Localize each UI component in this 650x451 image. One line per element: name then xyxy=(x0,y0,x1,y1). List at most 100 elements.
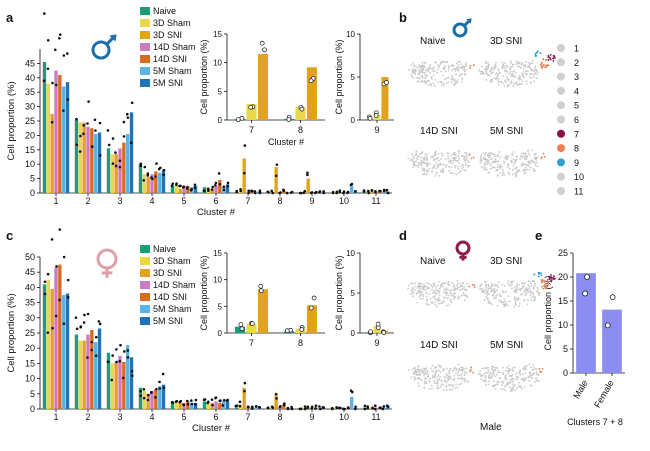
umap-point xyxy=(531,159,534,162)
umap-point xyxy=(435,157,438,160)
umap-point xyxy=(464,164,467,167)
umap-point xyxy=(491,373,493,376)
replicate-dot xyxy=(203,189,206,192)
umap-point xyxy=(450,154,452,157)
umap-point xyxy=(519,369,522,372)
umap-point xyxy=(431,286,434,289)
umap-point xyxy=(454,166,456,169)
replicate-dot xyxy=(373,112,379,118)
umap-point xyxy=(433,85,436,87)
umap-point xyxy=(499,156,502,159)
replicate-dot xyxy=(97,320,101,323)
x-tick-label: Male xyxy=(571,378,589,400)
umap-point xyxy=(456,81,459,84)
x-tick-label: 5 xyxy=(181,196,186,206)
umap-point xyxy=(431,67,433,70)
umap-point xyxy=(514,167,517,170)
y-axis-label: Cell proportion (%) xyxy=(199,255,209,330)
replicate-dot xyxy=(210,188,214,191)
umap-point xyxy=(532,167,535,170)
bar-3d-sni-cluster-4 xyxy=(146,393,150,409)
umap-point xyxy=(457,69,460,72)
umap-point xyxy=(499,371,501,374)
replicate-dot xyxy=(379,189,382,193)
umap-point xyxy=(437,297,440,300)
umap-point xyxy=(488,162,491,165)
umap-point xyxy=(417,166,420,169)
umap-point xyxy=(508,173,511,176)
replicate-dot xyxy=(98,121,102,125)
umap-point xyxy=(420,156,422,159)
x-tick-label: 8 xyxy=(298,338,303,348)
umap-point xyxy=(489,74,491,77)
bar-14d-sham-cluster-2 xyxy=(86,334,90,409)
bar-3d-sham-cluster-6 xyxy=(206,402,211,409)
umap-point xyxy=(482,374,485,377)
umap-point xyxy=(549,57,551,60)
umap-point xyxy=(412,157,415,160)
umap-point xyxy=(524,171,527,174)
replicate-dot xyxy=(374,190,377,194)
umap-point xyxy=(524,368,527,371)
umap-point xyxy=(448,280,450,283)
umap-point xyxy=(436,384,439,387)
replicate-dot xyxy=(154,175,157,178)
umap-point xyxy=(547,282,550,284)
replicate-dot xyxy=(58,228,62,231)
replicate-dot xyxy=(90,340,94,344)
bar-3d-sni-cluster-5 xyxy=(178,188,182,193)
bar-14d-sham-cluster-1 xyxy=(54,267,58,409)
umap-point xyxy=(482,152,485,154)
umap-point xyxy=(410,73,413,76)
y-tick-label: 15 xyxy=(558,296,568,306)
replicate-dot xyxy=(238,400,242,404)
umap-point xyxy=(425,292,428,295)
umap-point xyxy=(515,297,518,300)
umap-point xyxy=(533,287,535,290)
replicate-dot xyxy=(366,189,370,193)
umap-point xyxy=(445,293,448,296)
umap-point xyxy=(450,65,452,67)
replicate-dot xyxy=(86,312,90,316)
umap-point xyxy=(453,295,456,298)
umap-point xyxy=(514,82,517,84)
umap-point xyxy=(516,283,518,286)
umap-point xyxy=(500,380,503,383)
umap-point xyxy=(451,388,454,391)
umap-point xyxy=(552,57,554,60)
umap-point xyxy=(547,59,550,61)
umap-point xyxy=(412,66,415,68)
umap-point xyxy=(448,370,451,373)
umap-point xyxy=(481,291,484,294)
replicate-dot xyxy=(98,154,102,157)
umap-point xyxy=(422,67,425,70)
umap-point xyxy=(415,292,418,295)
umap-point xyxy=(501,382,504,384)
umap-point xyxy=(487,171,490,174)
umap-point xyxy=(451,77,454,80)
replicate-dot xyxy=(275,397,278,400)
umap-point xyxy=(440,152,443,155)
umap-point xyxy=(527,284,530,287)
umap-point xyxy=(498,165,501,168)
umap-point xyxy=(489,154,492,157)
umap-point xyxy=(534,297,537,300)
umap-point xyxy=(428,287,431,290)
umap-point xyxy=(488,372,491,375)
umap-point xyxy=(423,156,426,159)
umap-point xyxy=(428,293,431,295)
umap-point xyxy=(486,68,489,71)
umap-point xyxy=(428,380,431,383)
umap-point xyxy=(507,280,510,282)
umap-point xyxy=(433,301,436,304)
umap-point xyxy=(498,299,501,302)
umap-point xyxy=(529,374,531,376)
bar-14d-sham-cluster-3 xyxy=(118,355,122,409)
umap-point xyxy=(484,69,487,72)
umap-point xyxy=(520,83,522,86)
umap-point xyxy=(439,385,442,388)
umap-point xyxy=(464,371,466,374)
umap-point xyxy=(420,370,422,373)
umap-point xyxy=(435,61,438,64)
